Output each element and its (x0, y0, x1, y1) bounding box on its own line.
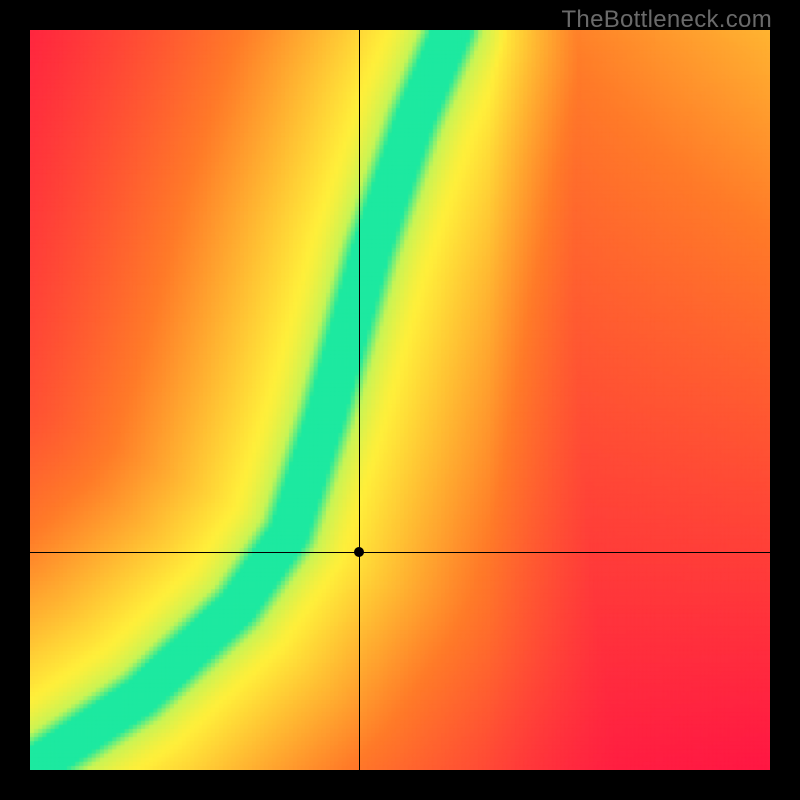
crosshair-horizontal (30, 552, 770, 553)
crosshair-marker (354, 547, 364, 557)
crosshair-vertical (359, 30, 360, 770)
watermark-text: TheBottleneck.com (561, 6, 772, 34)
heatmap-canvas (30, 30, 770, 770)
chart-container: TheBottleneck.com (0, 0, 800, 800)
plot-area (30, 30, 770, 770)
